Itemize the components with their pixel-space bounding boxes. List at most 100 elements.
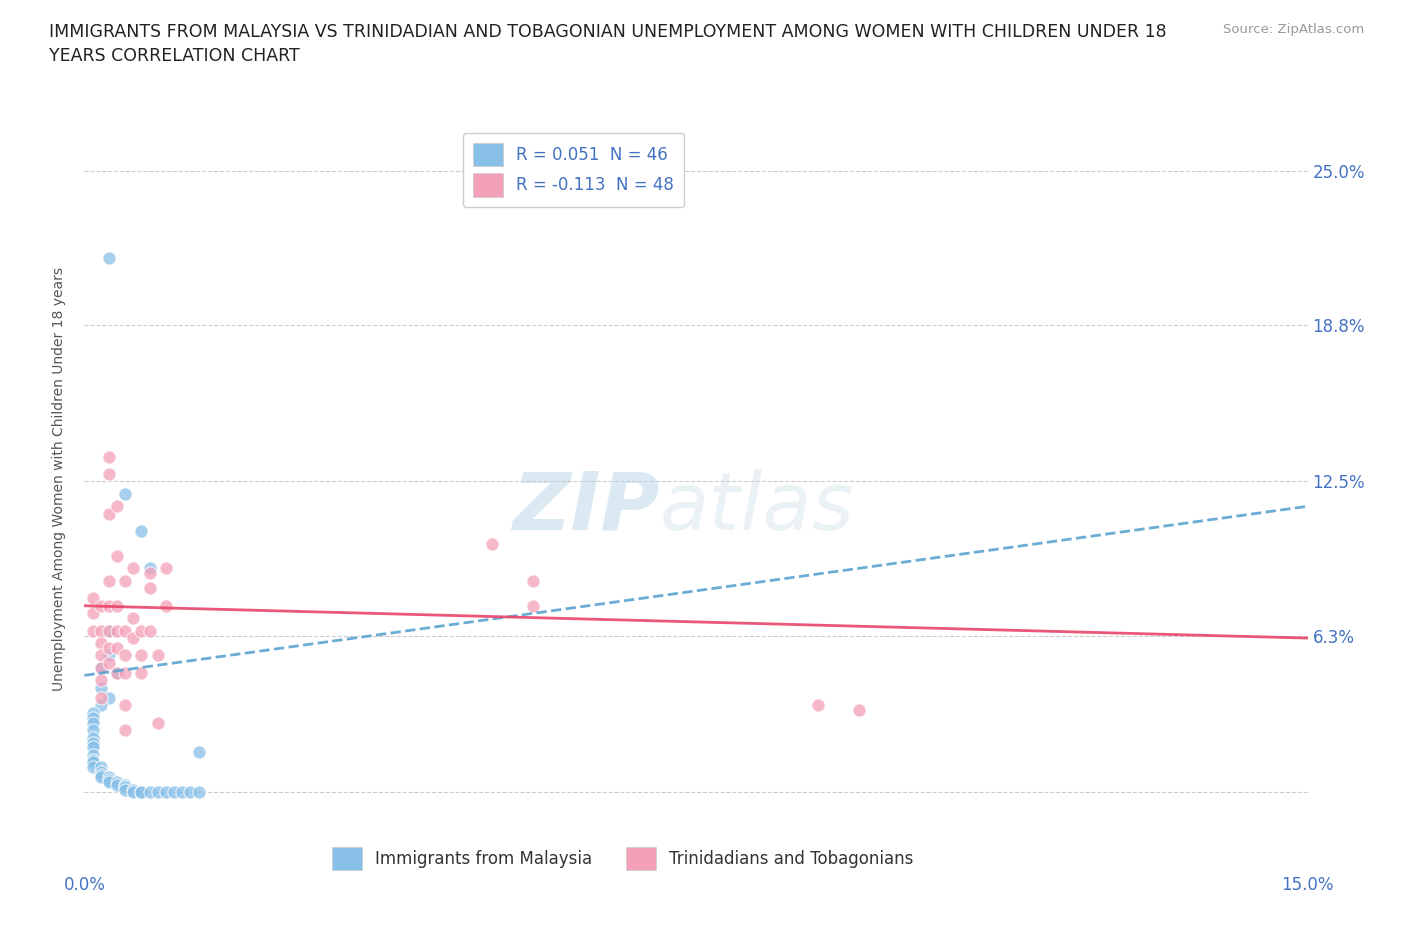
Point (138, 566, 160, 581)
Text: ZIP: ZIP (512, 469, 659, 547)
Point (155, 785, 177, 800)
Y-axis label: Unemployment Among Women with Children Under 18 years: Unemployment Among Women with Children U… (52, 267, 66, 691)
Point (105, 549, 128, 564)
Point (138, 561, 160, 576)
Point (97, 656, 120, 671)
Point (97, 775, 120, 790)
Point (146, 785, 169, 800)
Point (114, 648, 136, 663)
Point (97, 623, 120, 638)
Point (481, 537, 503, 551)
Point (187, 785, 209, 800)
Text: Source: ZipAtlas.com: Source: ZipAtlas.com (1223, 23, 1364, 36)
Point (114, 698, 136, 712)
Point (97, 467, 120, 482)
Point (97, 773, 120, 788)
Text: 0.0%: 0.0% (63, 876, 105, 894)
Point (105, 666, 128, 681)
Point (131, 623, 153, 638)
Point (114, 666, 136, 681)
Point (90, 598, 112, 613)
Point (90, 660, 112, 675)
Point (131, 785, 153, 800)
Point (82, 591, 104, 605)
Point (122, 611, 145, 626)
Point (82, 715, 104, 730)
Point (114, 780, 136, 795)
Point (105, 498, 128, 513)
Point (187, 745, 209, 760)
Point (90, 770, 112, 785)
Point (97, 770, 120, 785)
Point (97, 690, 120, 705)
Point (131, 648, 153, 663)
Legend: Immigrants from Malaysia, Trinidadians and Tobagonians: Immigrants from Malaysia, Trinidadians a… (323, 839, 922, 879)
Text: IMMIGRANTS FROM MALAYSIA VS TRINIDADIAN AND TOBAGONIAN UNEMPLOYMENT AMONG WOMEN : IMMIGRANTS FROM MALAYSIA VS TRINIDADIAN … (49, 23, 1167, 65)
Point (105, 666, 128, 681)
Point (82, 740, 104, 755)
Point (105, 775, 128, 790)
Point (105, 641, 128, 656)
Point (122, 561, 145, 576)
Text: 15.0%: 15.0% (1281, 876, 1334, 894)
Point (848, 703, 870, 718)
Point (90, 698, 112, 712)
Point (90, 635, 112, 650)
Point (97, 449, 120, 464)
Point (105, 623, 128, 638)
Point (138, 581, 160, 596)
Point (172, 785, 194, 800)
Point (82, 623, 104, 638)
Point (90, 690, 112, 705)
Point (82, 605, 104, 620)
Point (155, 598, 177, 613)
Point (138, 785, 160, 800)
Point (105, 777, 128, 792)
Point (105, 598, 128, 613)
Point (131, 785, 153, 800)
Point (155, 561, 177, 576)
Text: atlas: atlas (659, 469, 853, 547)
Point (90, 623, 112, 638)
Point (82, 723, 104, 737)
Point (97, 623, 120, 638)
Point (122, 631, 145, 645)
Point (90, 660, 112, 675)
Point (114, 486, 136, 501)
Point (114, 574, 136, 589)
Point (522, 598, 544, 613)
Point (82, 752, 104, 767)
Point (90, 673, 112, 688)
Point (90, 764, 112, 779)
Point (97, 598, 120, 613)
Point (82, 730, 104, 745)
Point (97, 648, 120, 663)
Point (522, 574, 544, 589)
Point (82, 755, 104, 770)
Point (82, 735, 104, 750)
Point (131, 666, 153, 681)
Point (82, 760, 104, 775)
Point (114, 777, 136, 792)
Point (131, 524, 153, 538)
Point (97, 250, 120, 265)
Point (97, 506, 120, 521)
Point (114, 782, 136, 797)
Point (146, 648, 169, 663)
Point (163, 785, 186, 800)
Point (114, 623, 136, 638)
Point (90, 648, 112, 663)
Point (90, 760, 112, 775)
Point (97, 574, 120, 589)
Point (82, 705, 104, 720)
Point (179, 785, 201, 800)
Point (90, 681, 112, 696)
Point (114, 723, 136, 737)
Point (807, 698, 830, 712)
Point (138, 623, 160, 638)
Point (82, 748, 104, 763)
Point (90, 767, 112, 782)
Point (82, 711, 104, 725)
Point (97, 641, 120, 656)
Point (122, 785, 145, 800)
